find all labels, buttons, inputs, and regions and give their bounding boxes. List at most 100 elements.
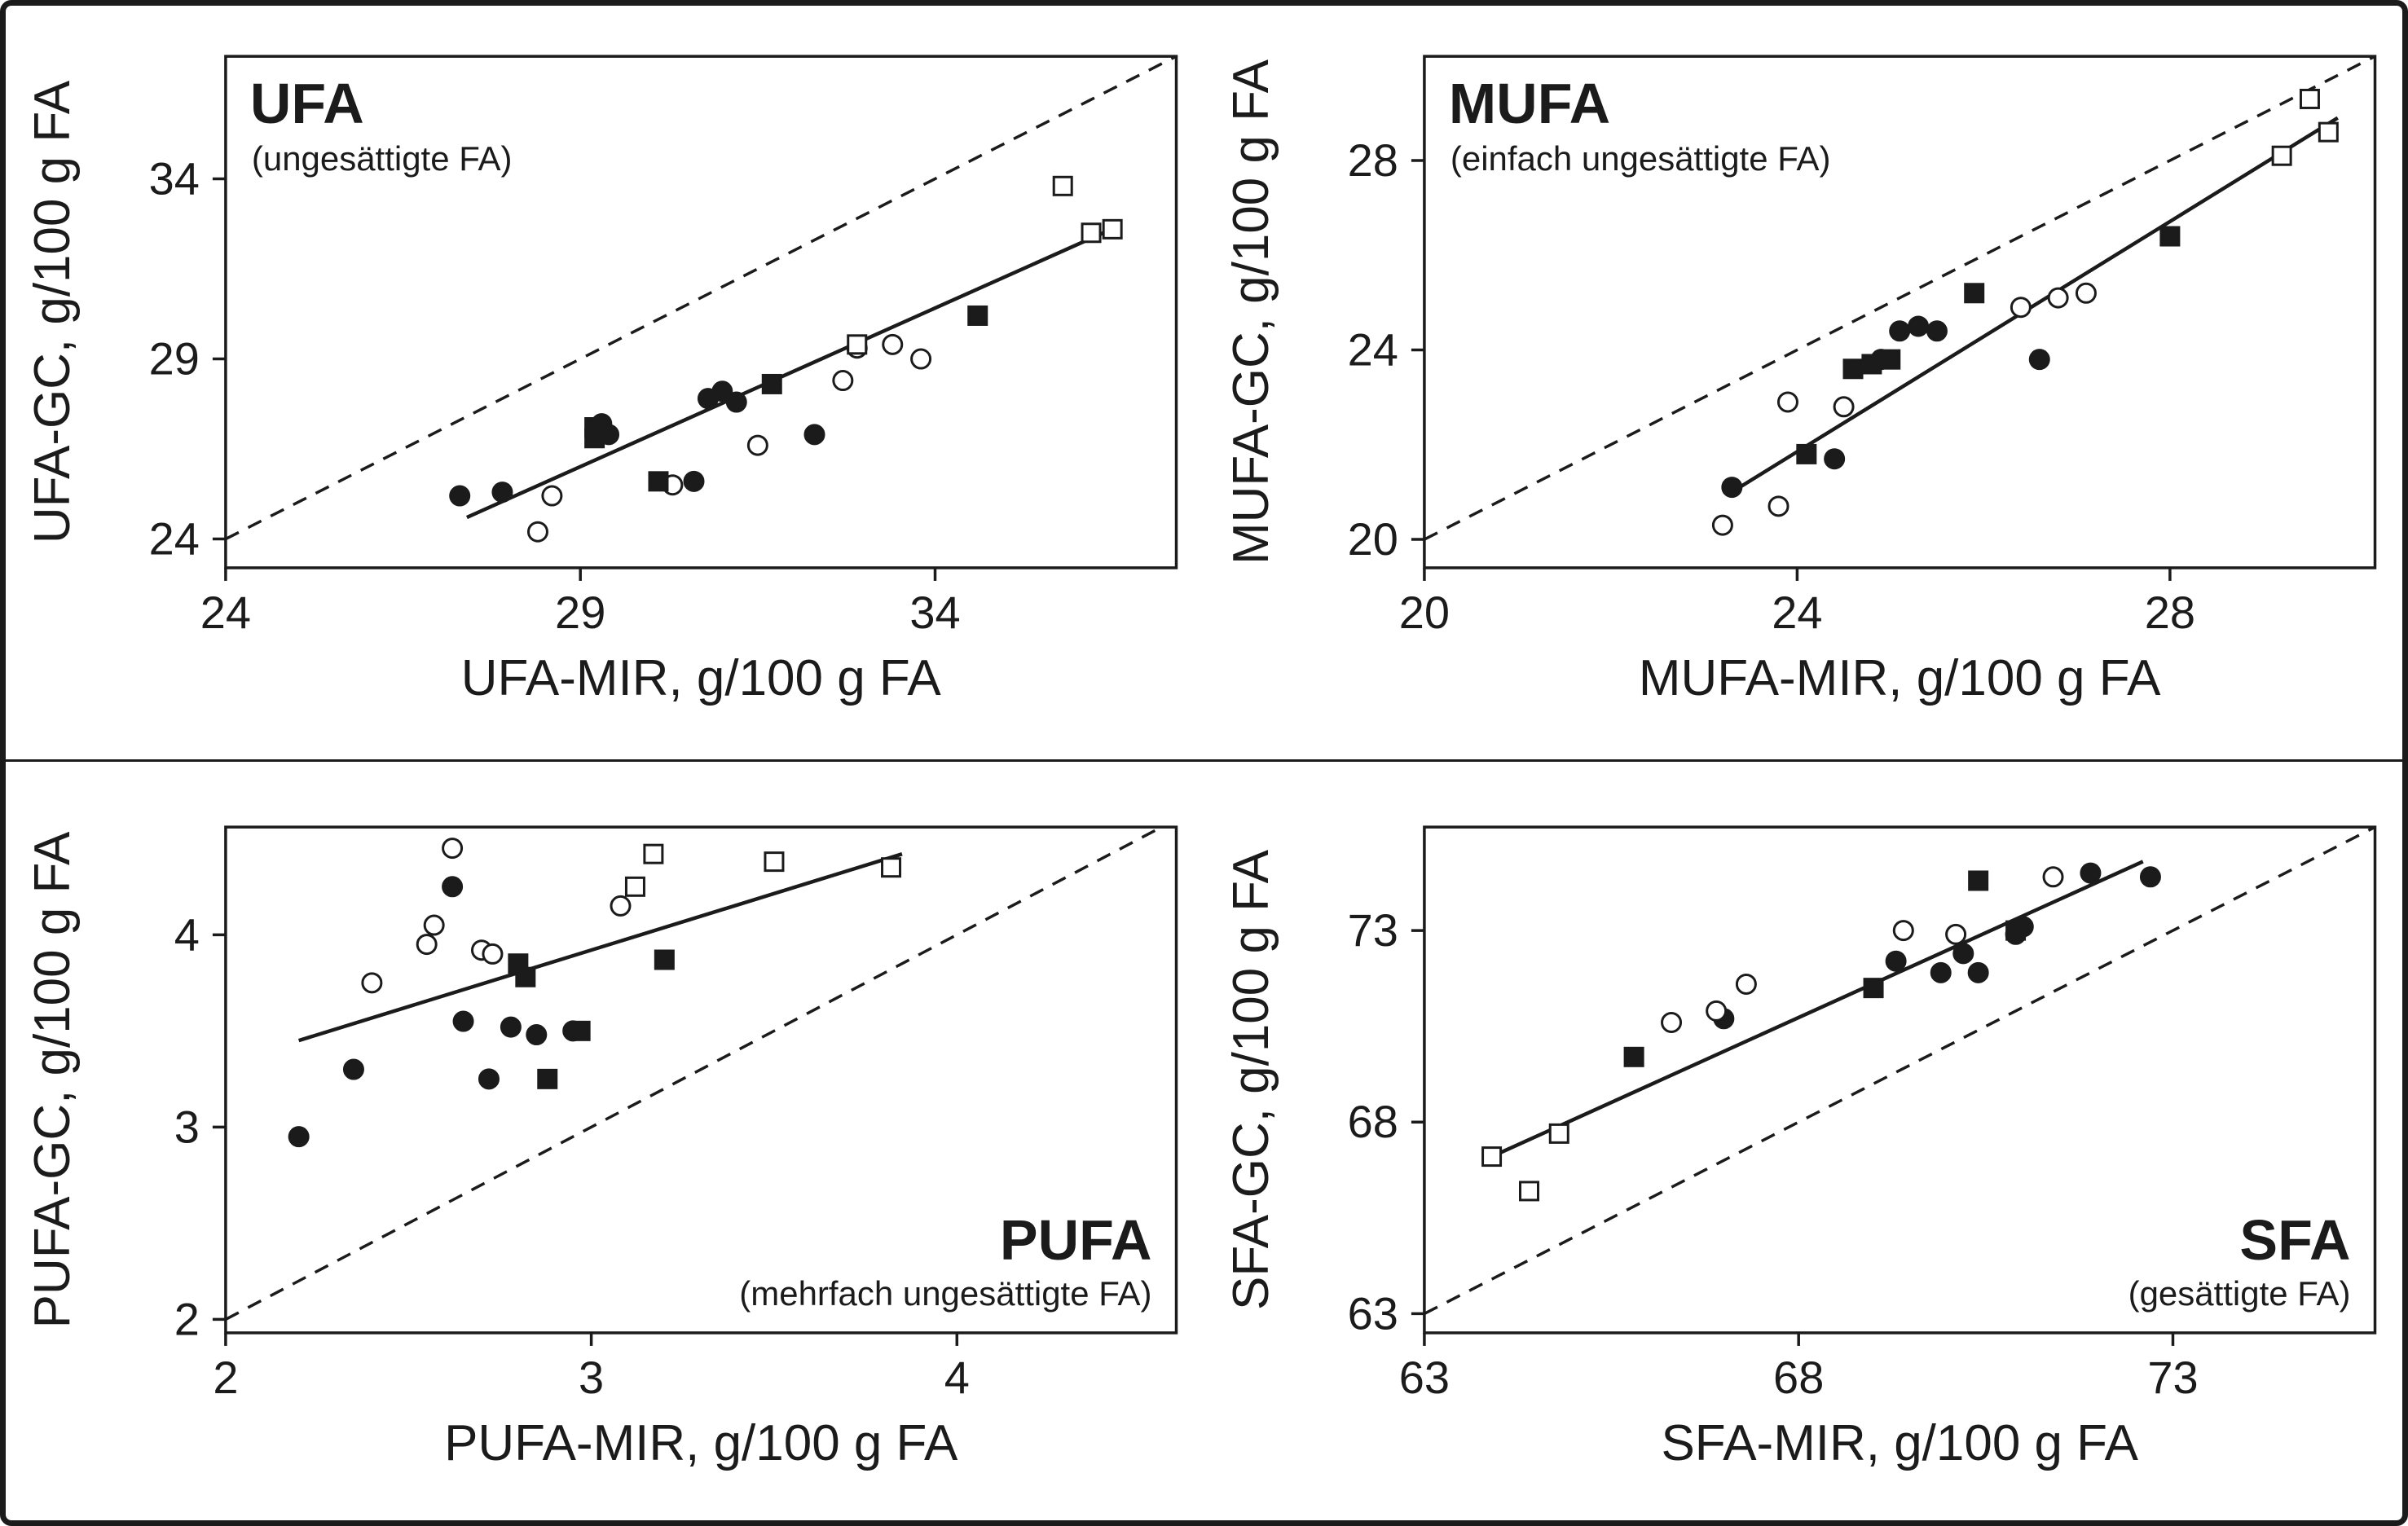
open-circle-marker bbox=[416, 934, 438, 956]
open-circle-marker bbox=[2010, 297, 2032, 319]
plot-border bbox=[224, 825, 1178, 1335]
trend-line bbox=[1490, 860, 2144, 1159]
open-circle-marker bbox=[541, 485, 563, 507]
x-tick-label: 24 bbox=[200, 587, 251, 638]
filled-circle-marker bbox=[1720, 477, 1742, 499]
filled-circle-marker bbox=[1823, 448, 1845, 470]
filled-circle-marker bbox=[2028, 349, 2050, 371]
y-tick-label: 68 bbox=[1347, 1096, 1398, 1147]
filled-square-marker bbox=[1879, 349, 1900, 370]
open-square-marker bbox=[881, 857, 902, 878]
filled-circle-marker bbox=[2139, 866, 2161, 888]
trend-line bbox=[465, 223, 1120, 520]
y-axis-title: SFA-GC, g/100 g FA bbox=[1222, 849, 1279, 1310]
open-square-marker bbox=[1081, 222, 1102, 244]
x-tick-label: 68 bbox=[1773, 1352, 1824, 1403]
y-tick-label: 29 bbox=[149, 332, 200, 384]
top-row: 24 29 34 24 29 34 UFA-MIR, g/100 g FA UFA-GC, g… bbox=[6, 6, 2402, 759]
x-tick-label: 34 bbox=[909, 587, 960, 638]
open-circle-marker bbox=[2042, 866, 2064, 888]
open-square-marker bbox=[847, 334, 868, 355]
filled-square-marker bbox=[537, 1068, 558, 1089]
filled-circle-marker bbox=[1885, 950, 1907, 972]
panel-title: SFA bbox=[2239, 1208, 2350, 1272]
filled-circle-marker bbox=[711, 380, 733, 402]
open-circle-marker bbox=[1660, 1011, 1682, 1033]
x-axis-title: SFA-MIR, g/100 g FA bbox=[1661, 1415, 2138, 1471]
x-tick-label: 2 bbox=[213, 1352, 238, 1403]
filled-circle-marker bbox=[526, 1024, 548, 1046]
trend-line bbox=[297, 852, 903, 1043]
x-tick-label: 29 bbox=[555, 587, 605, 638]
open-circle-marker bbox=[2075, 282, 2097, 304]
filled-circle-marker bbox=[1952, 943, 1974, 965]
y-tick-label: 3 bbox=[174, 1101, 200, 1152]
open-square-marker bbox=[643, 843, 664, 864]
open-square-marker bbox=[624, 876, 645, 897]
open-circle-marker bbox=[526, 521, 548, 543]
bottom-row: 2 3 4 2 3 4 PUFA-MIR, g/100 g FA PUFA-GC, g/100… bbox=[6, 762, 2402, 1520]
chart-panel-pufa: 2 3 4 2 3 4 PUFA-MIR, g/100 g FA PUFA-GC, g/100… bbox=[6, 762, 1204, 1520]
chart-panel-ufa: 24 29 34 24 29 34 UFA-MIR, g/100 g FA UFA-GC, g… bbox=[6, 6, 1204, 759]
series-open-circle bbox=[1711, 282, 2097, 536]
filled-square-marker bbox=[1863, 978, 1884, 999]
plot-border bbox=[224, 55, 1178, 570]
plot-border bbox=[1422, 55, 2376, 570]
open-circle-marker bbox=[1711, 514, 1733, 536]
series-filled-square bbox=[1795, 226, 2180, 464]
filled-circle-marker bbox=[1907, 315, 1929, 337]
filled-circle-marker bbox=[449, 485, 471, 507]
filled-circle-marker bbox=[491, 482, 513, 504]
y-axis-title: MUFA-GC, g/100 g FA bbox=[1222, 59, 1279, 565]
x-tick-label: 28 bbox=[2144, 587, 2194, 638]
y-tick-label: 4 bbox=[174, 908, 200, 960]
series-open-circle bbox=[361, 838, 632, 994]
filled-square-marker bbox=[2005, 920, 2026, 941]
chart-panel-mufa: 20 24 28 20 24 28 MUFA-MIR, g/100 g FA MUFA-GC,… bbox=[1204, 6, 2403, 759]
panel-title: PUFA bbox=[1000, 1208, 1152, 1272]
filled-circle-marker bbox=[500, 1016, 522, 1038]
open-square-marker bbox=[764, 851, 785, 873]
y-tick-label: 24 bbox=[1347, 324, 1398, 376]
panel-subtitle: (mehrfach ungesättigte FA) bbox=[739, 1274, 1151, 1313]
panel-subtitle: (gesättigte FA) bbox=[2128, 1274, 2350, 1313]
y-axis-title: PUFA-GC, g/100 g FA bbox=[24, 831, 81, 1328]
filled-square-marker bbox=[967, 305, 988, 326]
open-square-marker bbox=[2271, 145, 2292, 166]
chart-panel-sfa: 63 68 73 63 68 73 SFA-MIR, g/100 g FA SFA-GC, g… bbox=[1204, 762, 2403, 1520]
y-tick-label: 63 bbox=[1347, 1287, 1398, 1339]
open-circle-marker bbox=[1892, 920, 1914, 942]
series-filled-square bbox=[584, 305, 988, 492]
filled-square-marker bbox=[1860, 354, 1882, 375]
filled-circle-marker bbox=[683, 470, 705, 492]
filled-circle-marker bbox=[1888, 320, 1910, 342]
open-circle-marker bbox=[1705, 1000, 1727, 1022]
open-circle-marker bbox=[482, 943, 504, 965]
series-filled-square bbox=[508, 949, 675, 1089]
filled-square-marker bbox=[761, 373, 782, 394]
filled-square-marker bbox=[570, 1020, 591, 1041]
pufa-chart: 2 3 4 2 3 4 PUFA-MIR, g/100 g FA PUFA-GC, g/100… bbox=[24, 825, 1178, 1471]
x-tick-label: 3 bbox=[579, 1352, 604, 1403]
filled-circle-marker bbox=[442, 876, 464, 898]
panel-subtitle: (ungesättigte FA) bbox=[252, 139, 513, 178]
filled-square-marker bbox=[1795, 443, 1816, 464]
filled-square-marker bbox=[1967, 870, 1988, 891]
series-filled-circle bbox=[1712, 862, 2161, 1030]
open-circle-marker bbox=[1767, 495, 1789, 517]
filled-square-marker bbox=[1963, 283, 1984, 304]
x-tick-label: 4 bbox=[944, 1352, 970, 1403]
filled-circle-marker bbox=[725, 391, 747, 413]
open-circle-marker bbox=[1735, 973, 1757, 995]
filled-square-marker bbox=[1623, 1046, 1644, 1067]
open-circle-marker bbox=[1944, 923, 1966, 945]
x-axis-title: UFA-MIR, g/100 g FA bbox=[461, 650, 942, 706]
filled-square-marker bbox=[584, 428, 605, 449]
open-circle-marker bbox=[1776, 391, 1798, 413]
open-square-marker bbox=[2299, 88, 2320, 109]
x-axis-title: PUFA-MIR, g/100 g FA bbox=[444, 1415, 958, 1471]
y-tick-label: 28 bbox=[1347, 134, 1398, 186]
series-open-square bbox=[847, 175, 1123, 355]
filled-circle-marker bbox=[288, 1126, 310, 1148]
